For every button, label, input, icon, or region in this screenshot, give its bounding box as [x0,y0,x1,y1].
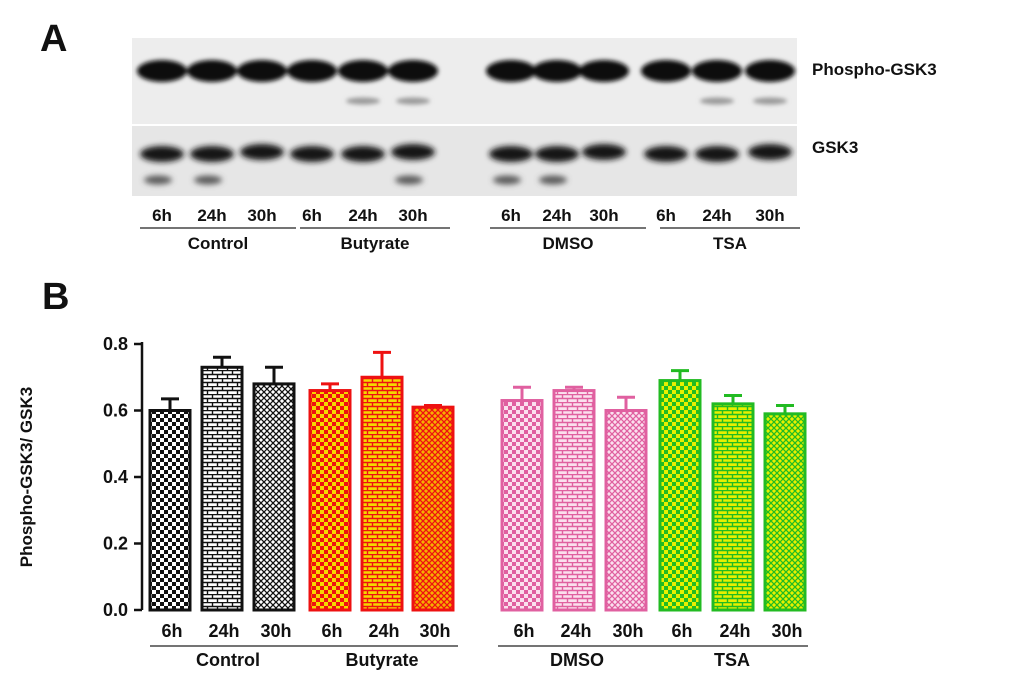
bar [411,405,455,612]
blot-lane-label: 6h [152,206,172,225]
gsk3-band [341,146,385,162]
gsk3-band [644,146,688,162]
gsk3-lower-band [539,175,567,185]
blot-top-background [132,38,797,124]
blot-group-label: Butyrate [341,234,410,253]
x-tick-label: 6h [671,621,692,641]
blot-lane-label: 6h [656,206,676,225]
x-tick-label: 24h [368,621,399,641]
blot-lane-label: 24h [348,206,377,225]
phospho-faint-band [700,97,734,105]
bar [252,382,296,612]
x-tick-label: 30h [612,621,643,641]
phospho-gsk3-bands [137,60,795,105]
phospho-band [237,60,287,82]
gsk3-band [748,144,792,160]
y-tick-label: 0.6 [103,401,128,421]
bar [148,409,192,612]
blot-group-label: TSA [713,234,747,253]
blot-lane-label: 30h [398,206,427,225]
bar [711,402,755,612]
blot-lane-label: 6h [302,206,322,225]
blot-lane-label: 30h [247,206,276,225]
blot-lane-label: 24h [197,206,226,225]
phospho-band [532,60,582,82]
phospho-band [187,60,237,82]
blot-bottom-background [132,126,797,196]
x-tick-label: 30h [419,621,450,641]
blot-lane-labels: 6h 24h 30h 6h 24h 30h 6h 24h 30h 6h 24h 30h Control B… [140,206,800,253]
blot-group-label: Control [188,234,248,253]
phospho-band [287,60,337,82]
panel-a-letter: A [40,18,68,60]
y-tick-label: 0.8 [103,334,128,354]
x-tick-label: 6h [161,621,182,641]
phospho-faint-band [396,97,430,105]
bar [360,375,404,612]
gsk3-band [582,144,626,160]
bar [763,412,807,612]
gsk3-lower-band [194,175,222,185]
gsk3-band [190,146,234,162]
x-tick-label: 30h [260,621,291,641]
bar [308,389,352,612]
bar-chart: 0.0 0.2 0.4 0.6 0.8 Phospho-GSK3/ GSK3 6h 24h 30… [17,334,808,670]
x-tick-label: 24h [719,621,750,641]
gsk3-lower-band [493,175,521,185]
western-blot: 6h 24h 30h 6h 24h 30h 6h 24h 30h 6h 24h 30h Control B… [132,38,800,253]
x-tick-label: 6h [513,621,534,641]
x-tick-label: 24h [208,621,239,641]
group-label: TSA [714,650,750,670]
group-label: Control [196,650,260,670]
gsk3-band [391,144,435,160]
y-tick-label: 0.4 [103,467,128,487]
bar [604,409,648,612]
blot-lane-label: 6h [501,206,521,225]
gsk3-band [240,144,284,160]
gsk3-lower-band [395,175,423,185]
blot-lane-label: 24h [702,206,731,225]
gsk3-label: GSK3 [812,138,859,157]
y-tick-label: 0.0 [103,600,128,620]
phospho-gsk3-label: Phospho-GSK3 [812,60,937,79]
gsk3-lower-band [144,175,172,185]
phospho-band [137,60,187,82]
phospho-band [745,60,795,82]
phospho-band [641,60,691,82]
phospho-faint-band [346,97,380,105]
gsk3-band [290,146,334,162]
phospho-band [338,60,388,82]
x-tick-label: 6h [321,621,342,641]
y-tick-label: 0.2 [103,534,128,554]
gsk3-bands [140,144,792,185]
phospho-faint-band [753,97,787,105]
blot-lane-label: 30h [755,206,784,225]
phospho-band [692,60,742,82]
group-label: Butyrate [345,650,418,670]
blot-lane-label: 30h [589,206,618,225]
blot-group-label: DMSO [543,234,594,253]
phospho-band [486,60,536,82]
group-label: DMSO [550,650,604,670]
bar [500,399,544,612]
gsk3-band [695,146,739,162]
x-tick-label: 30h [771,621,802,641]
phospho-band [579,60,629,82]
blot-lane-label: 24h [542,206,571,225]
gsk3-band [535,146,579,162]
panel-b-letter: B [42,276,70,318]
bar [200,365,244,612]
bar [658,379,702,612]
gsk3-band [140,146,184,162]
phospho-band [388,60,438,82]
bar [552,389,596,612]
gsk3-band [489,146,533,162]
x-tick-label: 24h [560,621,591,641]
y-axis-title: Phospho-GSK3/ GSK3 [17,387,36,567]
